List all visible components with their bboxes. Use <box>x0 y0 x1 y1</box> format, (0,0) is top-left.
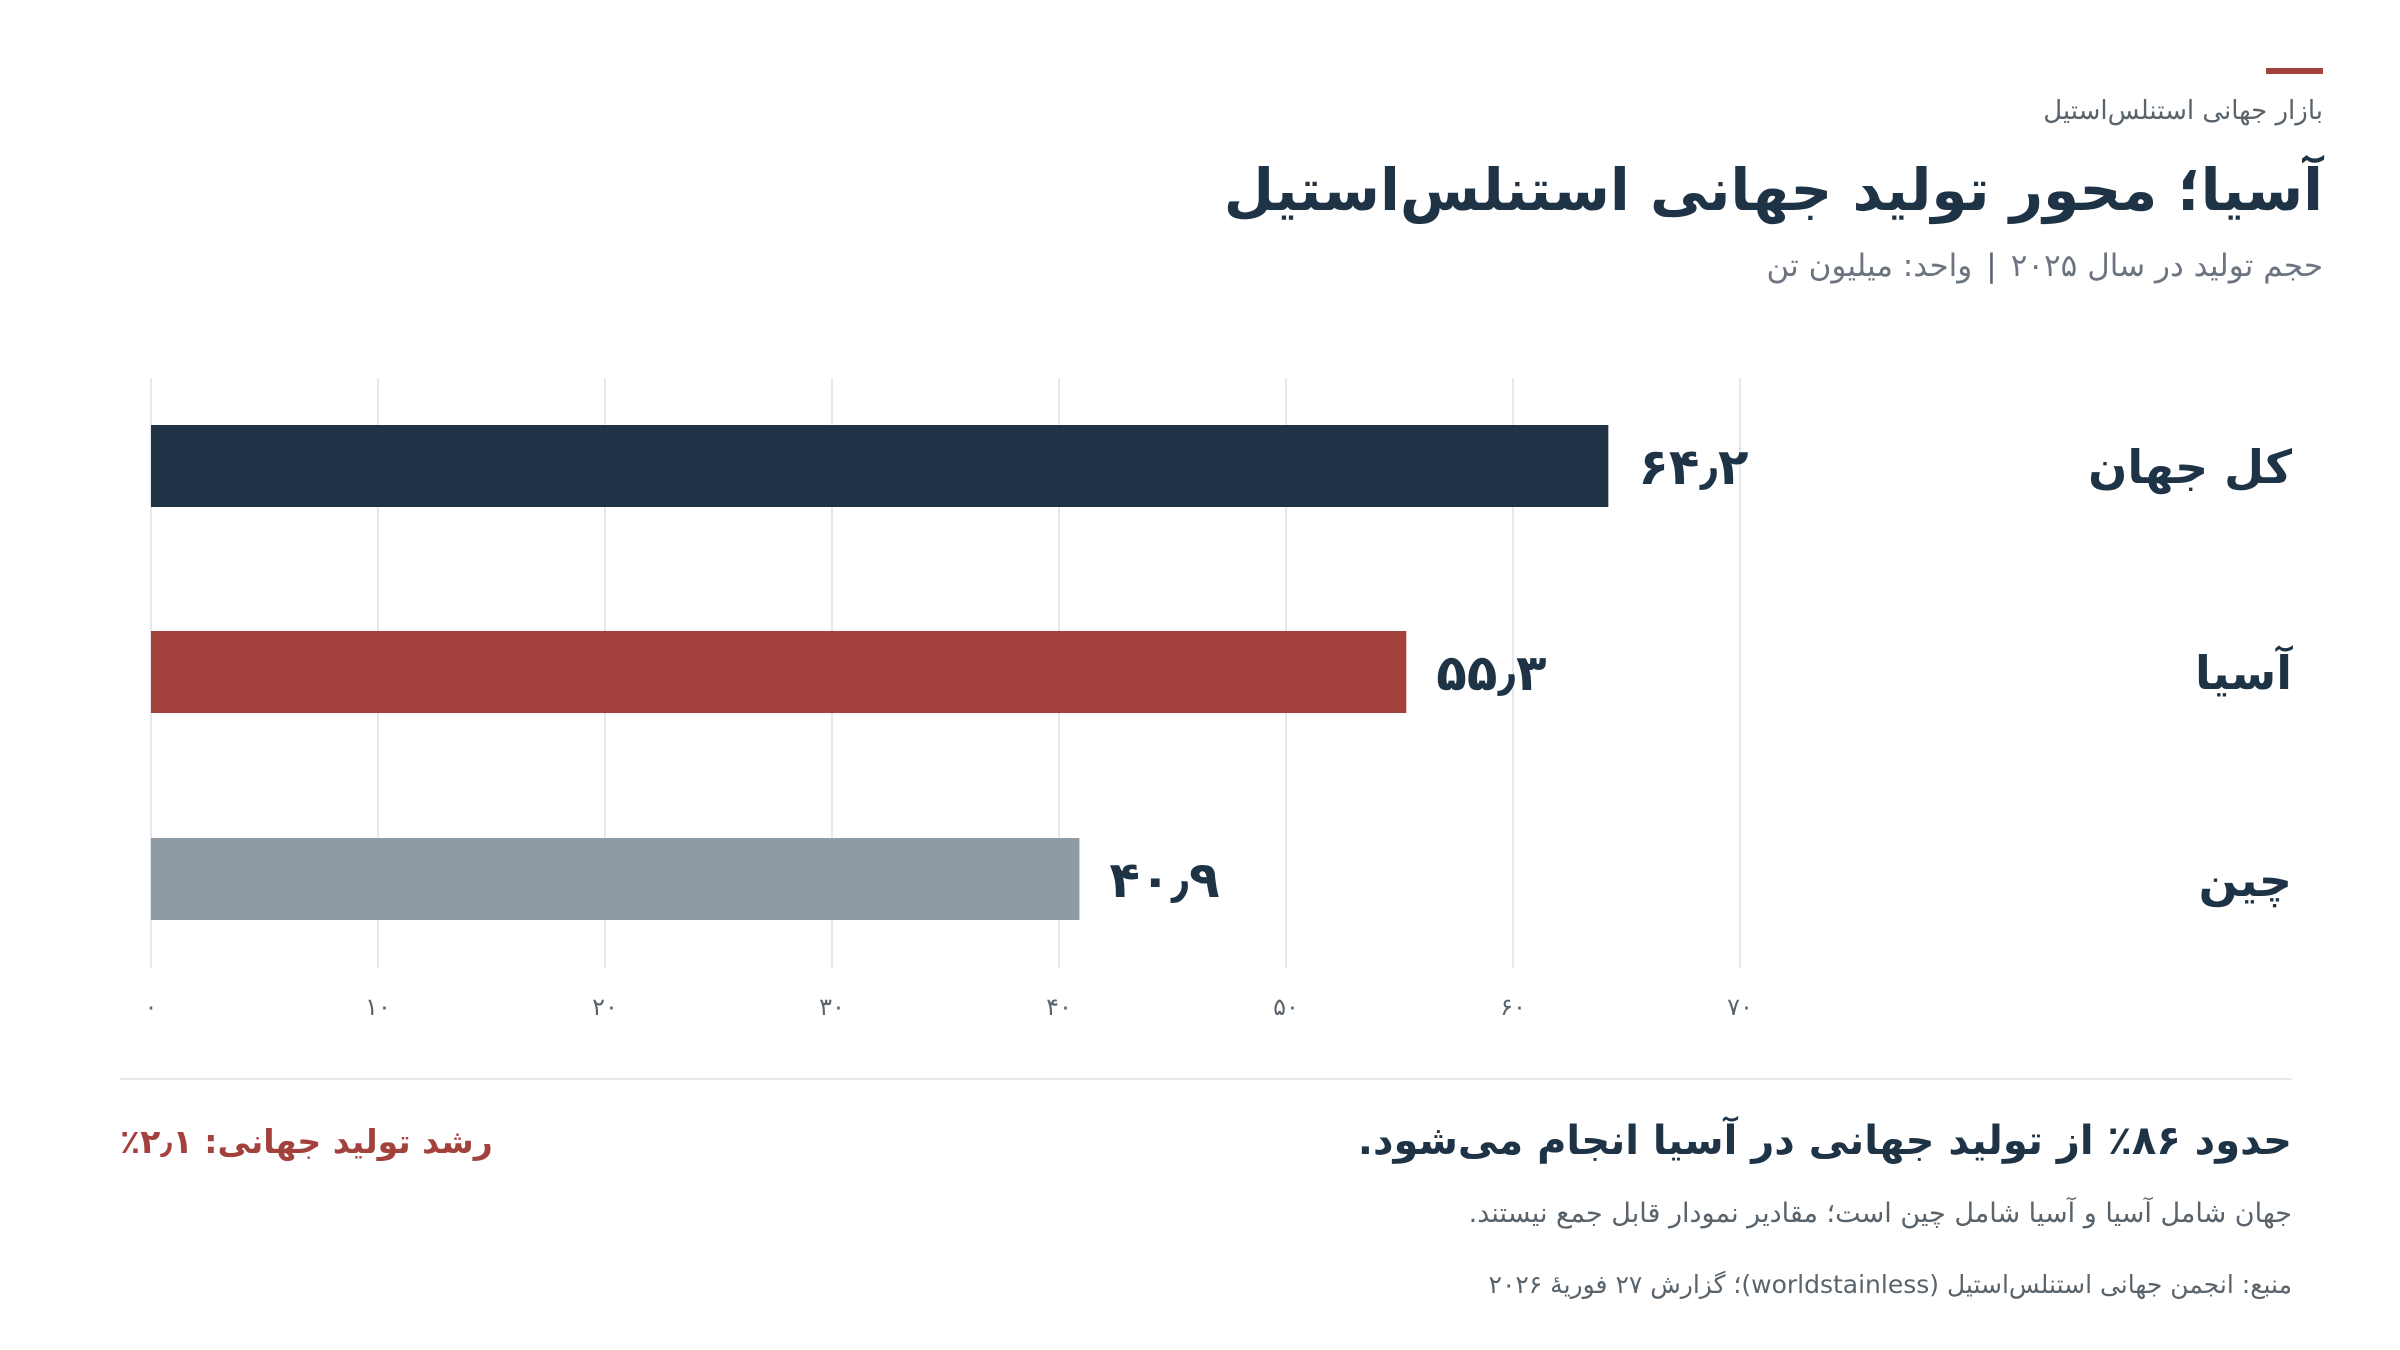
tick-layer: ۰ ۱۰ ۲۰ ۳۰ ۴۰ ۵۰ ۶۰ ۷۰ <box>145 993 1753 1021</box>
source-note: منبع: انجمن جهانی استنلس‌استیل (worldsta… <box>1488 1270 2292 1299</box>
category-label-1: آسیا <box>2195 645 2293 700</box>
bar-2 <box>151 838 1080 920</box>
bar-chart: ۶۴٫۲ کل جهان ۵۵٫۳ آسیا ۴۰٫۹ چین ۰ ۱۰ ۲۰ ۳۰ ۴۰ ۵۰ ۶۰… <box>145 378 2293 1021</box>
bar-0 <box>151 425 1609 507</box>
x-tick-label-0: ۰ <box>145 993 158 1021</box>
data-label-0: ۶۴٫۲ <box>1638 438 1748 496</box>
footer-divider <box>120 1078 2292 1080</box>
subtitle-volume: حجم تولید در سال ۲۰۲۵ <box>2010 248 2323 284</box>
x-tick-label-40: ۴۰ <box>1046 993 1072 1021</box>
growth-callout: رشد تولید جهانی: ۲٫۱٪ <box>120 1122 493 1161</box>
category-label-2: چین <box>2199 853 2292 908</box>
chart-title: آسیا؛ محور تولید جهانی استنلس‌استیل <box>1223 156 2323 224</box>
data-label-1: ۵۵٫۳ <box>1436 644 1546 702</box>
bar-layer <box>151 425 1609 920</box>
data-label-2: ۴۰٫۹ <box>1109 851 1219 909</box>
eyebrow-label: بازار جهانی استنلس‌استیل <box>2043 96 2323 126</box>
chart-subtitle: حجم تولید در سال ۲۰۲۵ | واحد: میلیون تن <box>1767 248 2323 284</box>
accent-line <box>2266 68 2323 74</box>
x-tick-label-30: ۳۰ <box>819 993 845 1021</box>
bar-1 <box>151 631 1407 713</box>
label-layer: ۶۴٫۲ کل جهان ۵۵٫۳ آسیا ۴۰٫۹ چین <box>1109 438 2293 909</box>
x-tick-label-50: ۵۰ <box>1273 993 1299 1021</box>
subtitle-separator: | <box>1986 248 1997 284</box>
x-tick-label-60: ۶۰ <box>1500 993 1526 1021</box>
subtitle-unit: واحد: میلیون تن <box>1766 248 1973 284</box>
takeaway-text: حدود ۸۶٪ از تولید جهانی در آسیا انجام می… <box>1357 1118 2292 1164</box>
x-tick-label-70: ۷۰ <box>1727 993 1753 1021</box>
category-label-0: کل جهان <box>2088 440 2292 494</box>
x-tick-label-20: ۲۰ <box>592 993 618 1021</box>
x-tick-label-10: ۱۰ <box>365 993 391 1021</box>
chart-note: جهان شامل آسیا و آسیا شامل چین است؛ مقاد… <box>1468 1198 2292 1229</box>
